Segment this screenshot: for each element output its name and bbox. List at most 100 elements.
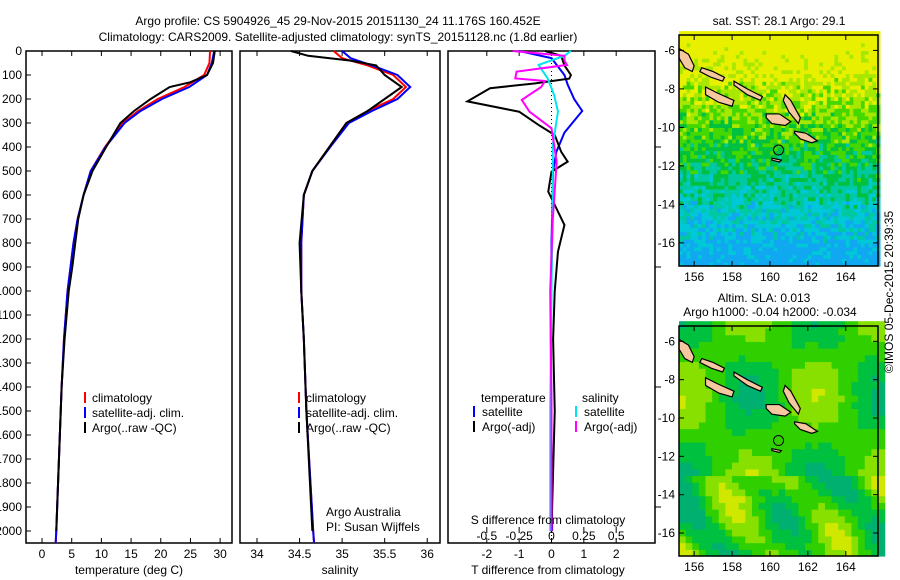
field-cell — [765, 441, 773, 450]
field-cell — [720, 142, 726, 148]
field-cell — [739, 65, 745, 71]
field-cell — [743, 146, 748, 152]
field-cell — [826, 262, 832, 267]
field-cell — [871, 475, 879, 483]
field-cell — [716, 223, 722, 229]
field-cell — [838, 435, 846, 443]
field-cell — [791, 428, 799, 436]
field-cell — [773, 77, 779, 82]
field-cell — [697, 169, 703, 175]
field-cell — [754, 123, 760, 128]
field-cell — [823, 119, 828, 125]
field-cell — [751, 408, 760, 416]
field-cell — [800, 162, 805, 167]
field-cell — [811, 58, 817, 63]
field-cell — [781, 258, 786, 263]
field-cell — [751, 108, 756, 113]
field-cell — [785, 361, 793, 369]
field-cell — [725, 327, 733, 336]
field-cell — [857, 46, 862, 51]
field-cell — [697, 58, 703, 63]
field-cell — [849, 35, 854, 40]
field-cell — [773, 138, 779, 144]
field-cell — [712, 509, 720, 517]
field-cell — [705, 239, 710, 244]
field-cell — [682, 212, 688, 217]
field-cell — [685, 395, 693, 403]
field-cell — [679, 35, 684, 40]
field-cell — [858, 334, 866, 342]
field-cell — [800, 185, 805, 190]
field-cell — [791, 462, 799, 470]
field-cell — [705, 428, 713, 436]
field-cell — [811, 495, 819, 503]
field-cell — [682, 254, 688, 259]
field-cell — [697, 231, 703, 236]
field-cell — [807, 123, 813, 128]
field-cell — [857, 231, 862, 236]
field-cell — [682, 185, 688, 190]
field-cell — [826, 58, 832, 63]
field-cell — [751, 502, 760, 510]
field-cell — [819, 104, 824, 109]
field-cell — [766, 73, 771, 78]
y-tick-label: 1100 — [0, 308, 22, 322]
field-cell — [800, 208, 805, 213]
field-cell — [716, 81, 722, 86]
field-cell — [766, 77, 771, 82]
field-cell — [811, 223, 817, 229]
field-cell — [679, 185, 684, 190]
field-cell — [716, 135, 722, 140]
field-cell — [713, 65, 718, 71]
legend-swatch — [575, 421, 577, 432]
field-cell — [849, 239, 854, 244]
field-cell — [758, 462, 766, 470]
field-cell — [771, 374, 780, 383]
field-cell — [718, 502, 727, 510]
field-cell — [804, 69, 809, 75]
field-cell — [838, 495, 846, 503]
field-cell — [743, 177, 748, 182]
field-cell — [819, 192, 824, 198]
field-cell — [690, 212, 695, 217]
field-cell — [785, 31, 790, 36]
field-cell — [728, 123, 733, 128]
field-cell — [838, 509, 846, 517]
field-cell — [773, 254, 779, 259]
field-cell — [796, 258, 801, 263]
field-cell — [796, 88, 801, 94]
field-cell — [818, 468, 826, 477]
island-landmass — [733, 80, 764, 102]
field-cell — [728, 31, 733, 36]
field-cell — [777, 242, 782, 248]
field-cell — [796, 227, 801, 232]
field-cell — [811, 334, 819, 342]
field-cell — [818, 408, 826, 416]
field-cell — [864, 341, 872, 349]
field-cell — [804, 250, 809, 256]
field-cell — [849, 96, 854, 102]
field-cell — [868, 100, 873, 105]
field-cell — [739, 196, 745, 202]
field-cell — [785, 69, 790, 75]
x2-tick-label: 0.25 — [572, 529, 596, 543]
field-cell — [785, 54, 790, 59]
field-cell — [831, 482, 839, 490]
field-cell — [860, 200, 866, 205]
field-cell — [739, 231, 745, 236]
field-cell — [739, 254, 745, 259]
field-cell — [798, 475, 806, 483]
field-cell — [826, 131, 832, 136]
field-cell — [807, 73, 813, 78]
field-cell — [807, 173, 813, 179]
field-cell — [849, 181, 854, 186]
field-cell — [773, 150, 779, 155]
field-cell — [739, 131, 745, 136]
field-cell — [751, 204, 756, 209]
field-cell — [853, 142, 858, 148]
field-cell — [690, 127, 695, 132]
field-cell — [732, 35, 737, 40]
field-cell — [798, 529, 806, 537]
field-cell — [694, 96, 699, 102]
field-cell — [864, 38, 870, 44]
